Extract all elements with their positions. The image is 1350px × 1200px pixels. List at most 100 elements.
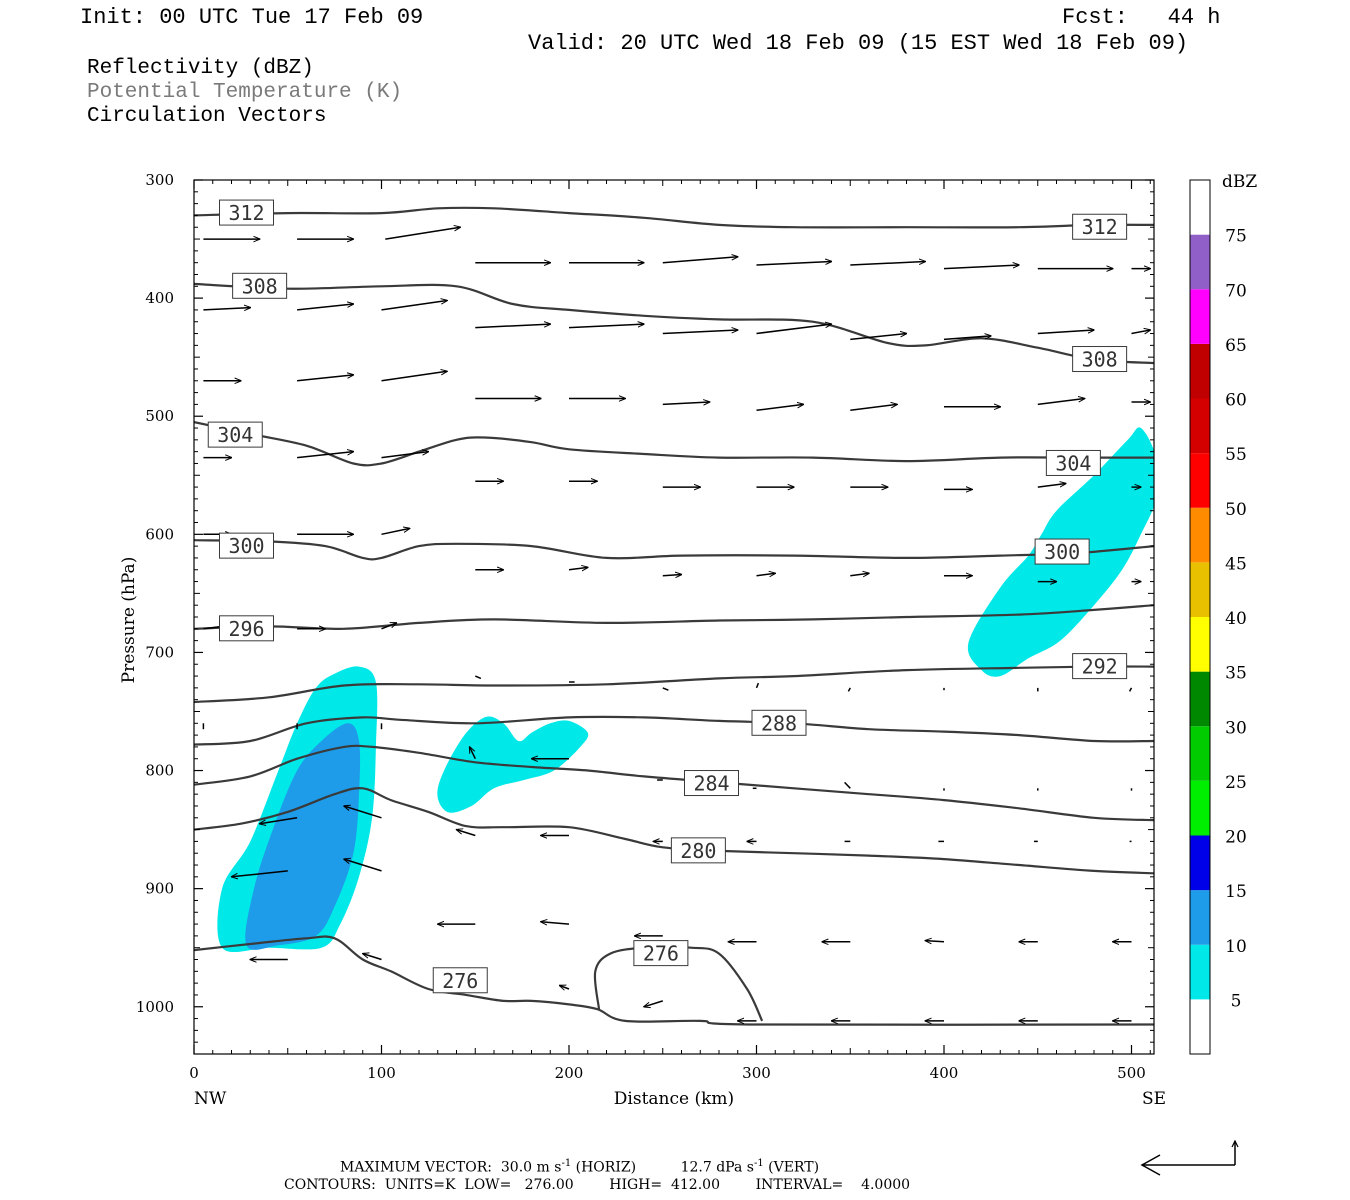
colorbar-segment [1190, 180, 1210, 235]
circulation-vector [847, 687, 851, 692]
svg-text:280: 280 [680, 839, 716, 863]
svg-text:276: 276 [442, 969, 478, 993]
svg-text:300: 300 [228, 534, 264, 558]
isentrope-label: 308 [232, 272, 288, 299]
isentrope-label: 296 [219, 615, 274, 642]
forecast-hour: Fcst: 44 h [1062, 5, 1221, 30]
reflectivity-area [245, 723, 361, 950]
svg-text:308: 308 [242, 274, 278, 298]
isentrope-line [194, 715, 1154, 746]
max-vector-vert: 12.7 dPa s [680, 1159, 754, 1176]
y-axis-title: Pressure (hPa) [119, 557, 139, 684]
circulation-vector [844, 781, 851, 789]
svg-text:312: 312 [228, 201, 264, 225]
isentrope-line [194, 787, 1154, 875]
circulation-vector [470, 747, 476, 760]
isentrope-label: 312 [219, 199, 274, 226]
circulation-vector [541, 922, 570, 924]
svg-text:296: 296 [228, 617, 264, 641]
isentrope-label: 304 [207, 421, 263, 448]
colorbar-segment [1190, 780, 1210, 836]
x-tick-label: 500 [1117, 1064, 1146, 1082]
circulation-vector [1037, 484, 1066, 488]
svg-text:284: 284 [693, 772, 729, 796]
colorbar-segment [1190, 343, 1210, 399]
isentrope-line [194, 539, 1154, 561]
isentrope-label: 300 [219, 532, 274, 559]
y-tick-label: 300 [145, 171, 174, 189]
isentrope-label: 288 [751, 709, 807, 736]
circulation-vector [260, 817, 298, 824]
y-tick-label: 400 [145, 289, 174, 307]
circulation-vector [1128, 687, 1133, 692]
colorbar-label: 20 [1225, 828, 1247, 848]
colorbar-label: 65 [1225, 336, 1247, 356]
max-vector-horiz: 30.0 m s [500, 1159, 562, 1176]
colorbar-segment [1190, 999, 1210, 1054]
isentrope-label-layer: 312 312 308 308 304 304 300 300 296 292 288 284 280 2… [207, 199, 1128, 994]
colorbar-segment [1190, 671, 1210, 727]
reference-vector-icon [1140, 1139, 1239, 1176]
circulation-vector [662, 575, 682, 576]
svg-text:300: 300 [1044, 540, 1080, 564]
colorbar-unit: dBZ [1222, 172, 1257, 192]
isentrope-line [194, 935, 1154, 1026]
footer-max-vector: MAXIMUM VECTOR: 30.0 m s-1 (HORIZ) 12.7 … [340, 1158, 819, 1176]
isentrope-label: 292 [1072, 653, 1128, 680]
circulation-vector [381, 371, 448, 382]
y-tick-label: 1000 [136, 998, 174, 1016]
circulation-vector [457, 830, 476, 837]
y-tick-label: 500 [145, 407, 174, 425]
circulation-vector [850, 334, 906, 341]
circulation-vector [568, 567, 588, 569]
circulation-vector [662, 402, 710, 404]
isentrope-label: 284 [684, 770, 739, 797]
axis-ticks: 300 400 500 600 700 800 900 1000 0 100 200 300 400 50… [136, 171, 1154, 1082]
legend-circulation-vectors: Circulation Vectors [87, 105, 327, 128]
colorbar-label: 10 [1225, 937, 1247, 957]
max-vector-label: MAXIMUM VECTOR: [340, 1159, 492, 1176]
x-tick-label: 0 [189, 1064, 199, 1082]
circulation-vector [385, 227, 460, 240]
x-axis-title: Distance (km) [614, 1089, 734, 1109]
colorbar-segment [1190, 234, 1210, 290]
max-vector-vert-exp: -1 [753, 1158, 764, 1169]
circulation-vector [560, 986, 570, 990]
colorbar-segment [1190, 890, 1210, 945]
colorbar-label: 15 [1225, 882, 1247, 902]
isentrope-line [194, 421, 1154, 467]
isentrope-label: 312 [1072, 213, 1128, 240]
colorbar-label: 40 [1225, 609, 1247, 629]
colorbar-segment [1190, 562, 1210, 617]
x-tick-label: 300 [742, 1064, 771, 1082]
svg-text:288: 288 [761, 711, 797, 735]
colorbar-segment [1190, 726, 1210, 781]
isentrope-label: 276 [432, 967, 488, 994]
colorbar-label: 75 [1225, 227, 1247, 247]
vector-layer [202, 227, 1151, 1021]
isentrope-label: 300 [1034, 538, 1090, 565]
circulation-vector [363, 954, 382, 961]
circulation-vector [344, 859, 382, 872]
circulation-vector [344, 806, 382, 819]
circulation-vector [297, 375, 353, 382]
footer-contours: CONTOURS: UNITS=K LOW= 276.00 HIGH= 412.… [284, 1177, 911, 1193]
isentrope-line [194, 665, 1154, 704]
x-tick-label: 400 [930, 1064, 959, 1082]
circulation-vector [850, 262, 925, 266]
y-tick-label: 600 [145, 525, 174, 543]
isentrope-label: 304 [1045, 449, 1101, 476]
legend-reflectivity: Reflectivity (dBZ) [87, 57, 314, 80]
circulation-vector [756, 573, 776, 575]
max-vector-vert-unit: (VERT) [768, 1159, 820, 1176]
colorbar-label: 5 [1231, 991, 1242, 1011]
colorbar-segment [1190, 835, 1210, 891]
svg-text:312: 312 [1082, 215, 1118, 239]
circulation-vector [1131, 330, 1151, 334]
colorbar-label: 50 [1225, 500, 1247, 520]
circulation-vector [381, 528, 410, 536]
colorbar-label: 30 [1225, 718, 1247, 738]
colorbar-segment [1190, 944, 1210, 1000]
circulation-vector [756, 404, 804, 412]
